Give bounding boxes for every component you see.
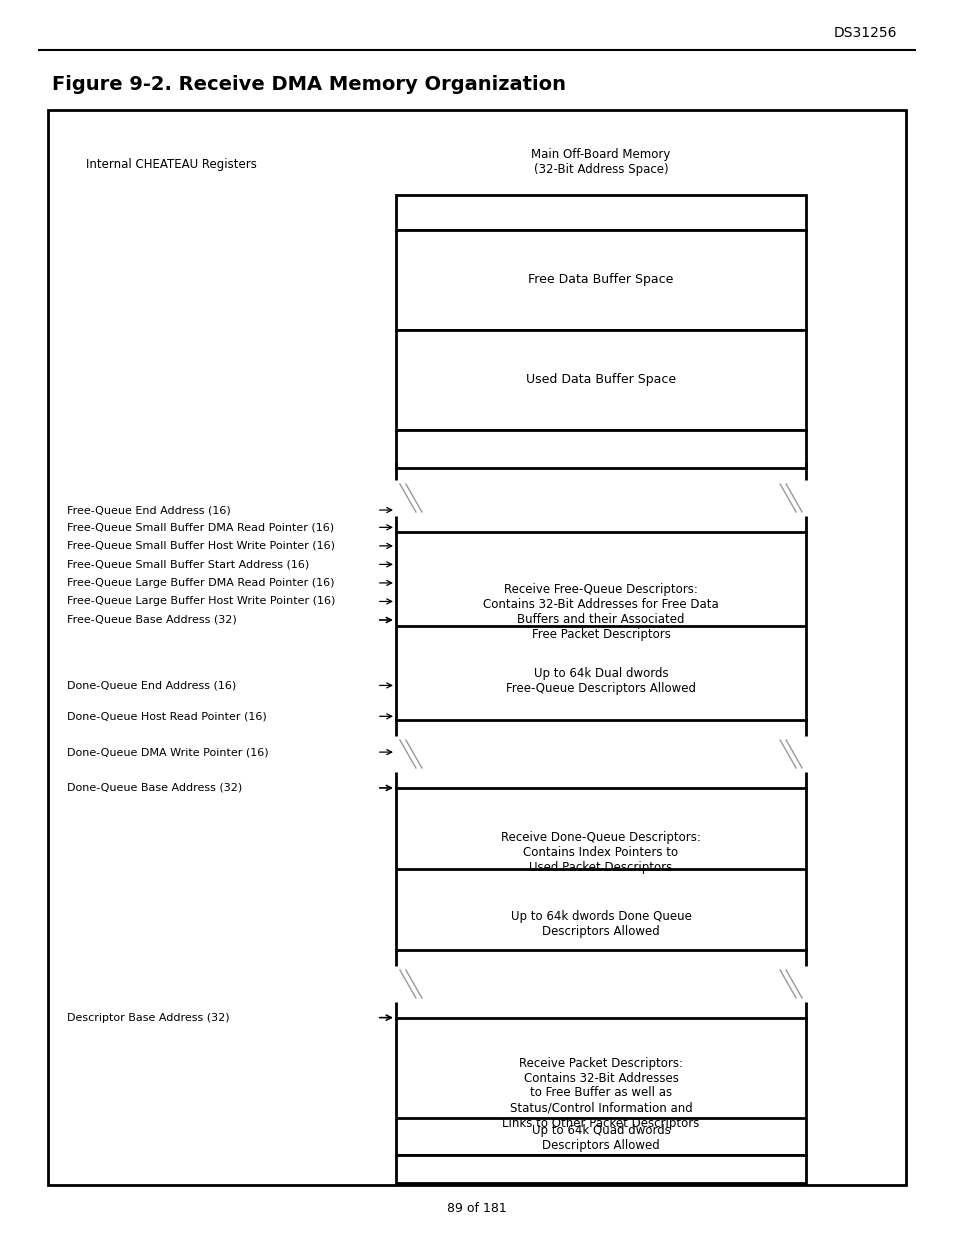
Text: Up to 64k Quad dwords
Descriptors Allowed: Up to 64k Quad dwords Descriptors Allowe… — [531, 1124, 670, 1152]
Bar — [395, 430, 805, 468]
Text: Done-Queue DMA Write Pointer (16): Done-Queue DMA Write Pointer (16) — [67, 747, 268, 757]
Text: Free-Queue Small Buffer Host Write Pointer (16): Free-Queue Small Buffer Host Write Point… — [67, 541, 335, 551]
Text: Receive Packet Descriptors:
Contains 32-Bit Addresses
to Free Buffer as well as
: Receive Packet Descriptors: Contains 32-… — [502, 1056, 699, 1130]
Bar — [395, 1155, 805, 1183]
Text: Done-Queue End Address (16): Done-Queue End Address (16) — [67, 680, 235, 690]
Text: Free-Queue Base Address (32): Free-Queue Base Address (32) — [67, 615, 236, 625]
Bar — [395, 1018, 805, 1155]
Bar — [395, 532, 805, 720]
Text: Internal CHEATEAU Registers: Internal CHEATEAU Registers — [86, 158, 257, 170]
Text: Free-Queue Small Buffer DMA Read Pointer (16): Free-Queue Small Buffer DMA Read Pointer… — [67, 522, 334, 532]
Bar — [48, 110, 905, 1186]
Bar — [395, 230, 805, 330]
Text: Receive Free-Queue Descriptors:
Contains 32-Bit Addresses for Free Data
Buffers : Receive Free-Queue Descriptors: Contains… — [482, 583, 719, 641]
Text: 89 of 181: 89 of 181 — [447, 1202, 506, 1215]
Text: Free-Queue Large Buffer DMA Read Pointer (16): Free-Queue Large Buffer DMA Read Pointer… — [67, 578, 334, 588]
Text: Done-Queue Host Read Pointer (16): Done-Queue Host Read Pointer (16) — [67, 711, 266, 721]
Text: Up to 64k Dual dwords
Free-Queue Descriptors Allowed: Up to 64k Dual dwords Free-Queue Descrip… — [505, 667, 696, 695]
Text: Free-Queue Large Buffer Host Write Pointer (16): Free-Queue Large Buffer Host Write Point… — [67, 597, 335, 606]
Text: Main Off-Board Memory
(32-Bit Address Space): Main Off-Board Memory (32-Bit Address Sp… — [531, 148, 670, 177]
Bar — [395, 788, 805, 950]
Bar — [395, 330, 805, 430]
Text: Free-Queue Small Buffer Start Address (16): Free-Queue Small Buffer Start Address (1… — [67, 559, 309, 569]
Text: Free Data Buffer Space: Free Data Buffer Space — [528, 273, 673, 287]
Text: DS31256: DS31256 — [832, 26, 896, 40]
Text: Up to 64k dwords Done Queue
Descriptors Allowed: Up to 64k dwords Done Queue Descriptors … — [510, 910, 691, 939]
Text: Figure 9-2. Receive DMA Memory Organization: Figure 9-2. Receive DMA Memory Organizat… — [52, 75, 566, 94]
Bar — [395, 195, 805, 230]
Text: Receive Done-Queue Descriptors:
Contains Index Pointers to
Used Packet Descripto: Receive Done-Queue Descriptors: Contains… — [500, 831, 700, 874]
Text: Descriptor Base Address (32): Descriptor Base Address (32) — [67, 1013, 229, 1023]
Text: Used Data Buffer Space: Used Data Buffer Space — [525, 373, 676, 387]
Text: Done-Queue Base Address (32): Done-Queue Base Address (32) — [67, 783, 242, 793]
Text: Free-Queue End Address (16): Free-Queue End Address (16) — [67, 505, 231, 515]
